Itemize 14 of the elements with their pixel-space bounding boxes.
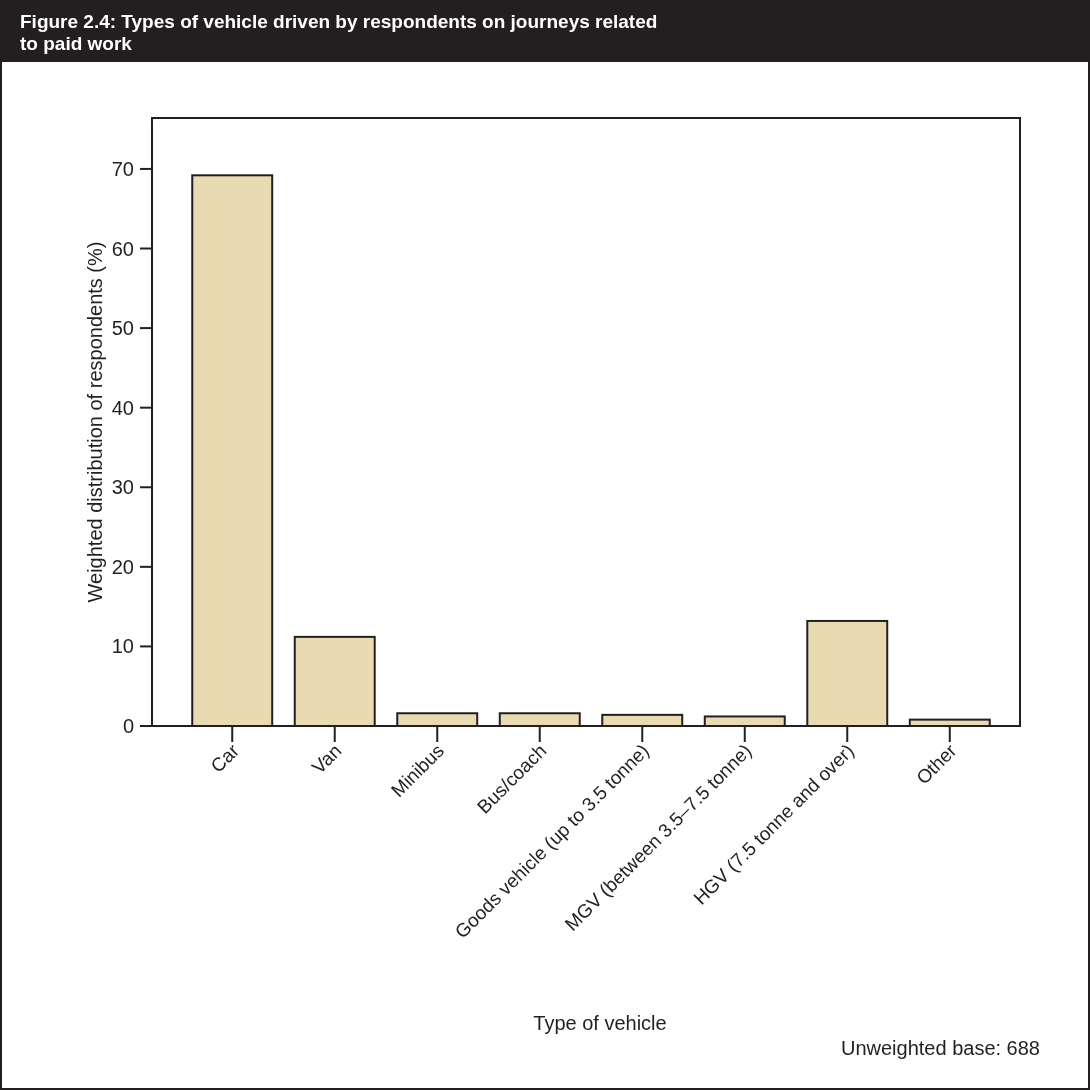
x-tick-label: Van <box>307 739 346 778</box>
x-tick-label: Car <box>206 739 244 777</box>
y-axis-title: Weighted distribution of respondents (%) <box>84 241 106 603</box>
y-tick-label: 10 <box>111 635 134 658</box>
y-tick-label: 50 <box>111 317 134 340</box>
y-tick-label: 40 <box>111 396 134 419</box>
y-tick-label: 70 <box>111 157 134 180</box>
y-tick-label: 0 <box>122 715 134 737</box>
y-tick-label: 60 <box>111 237 134 260</box>
text: Unweighted base: 688 <box>840 1037 1040 1059</box>
y-tick-label: 30 <box>111 476 134 499</box>
x-axis-title: Type of vehicle <box>533 1012 667 1034</box>
chart-title: Figure 2.4: Types of vehicle driven by respondents on journeys related to paid work <box>20 11 658 54</box>
y-tick-label: 20 <box>111 555 134 578</box>
